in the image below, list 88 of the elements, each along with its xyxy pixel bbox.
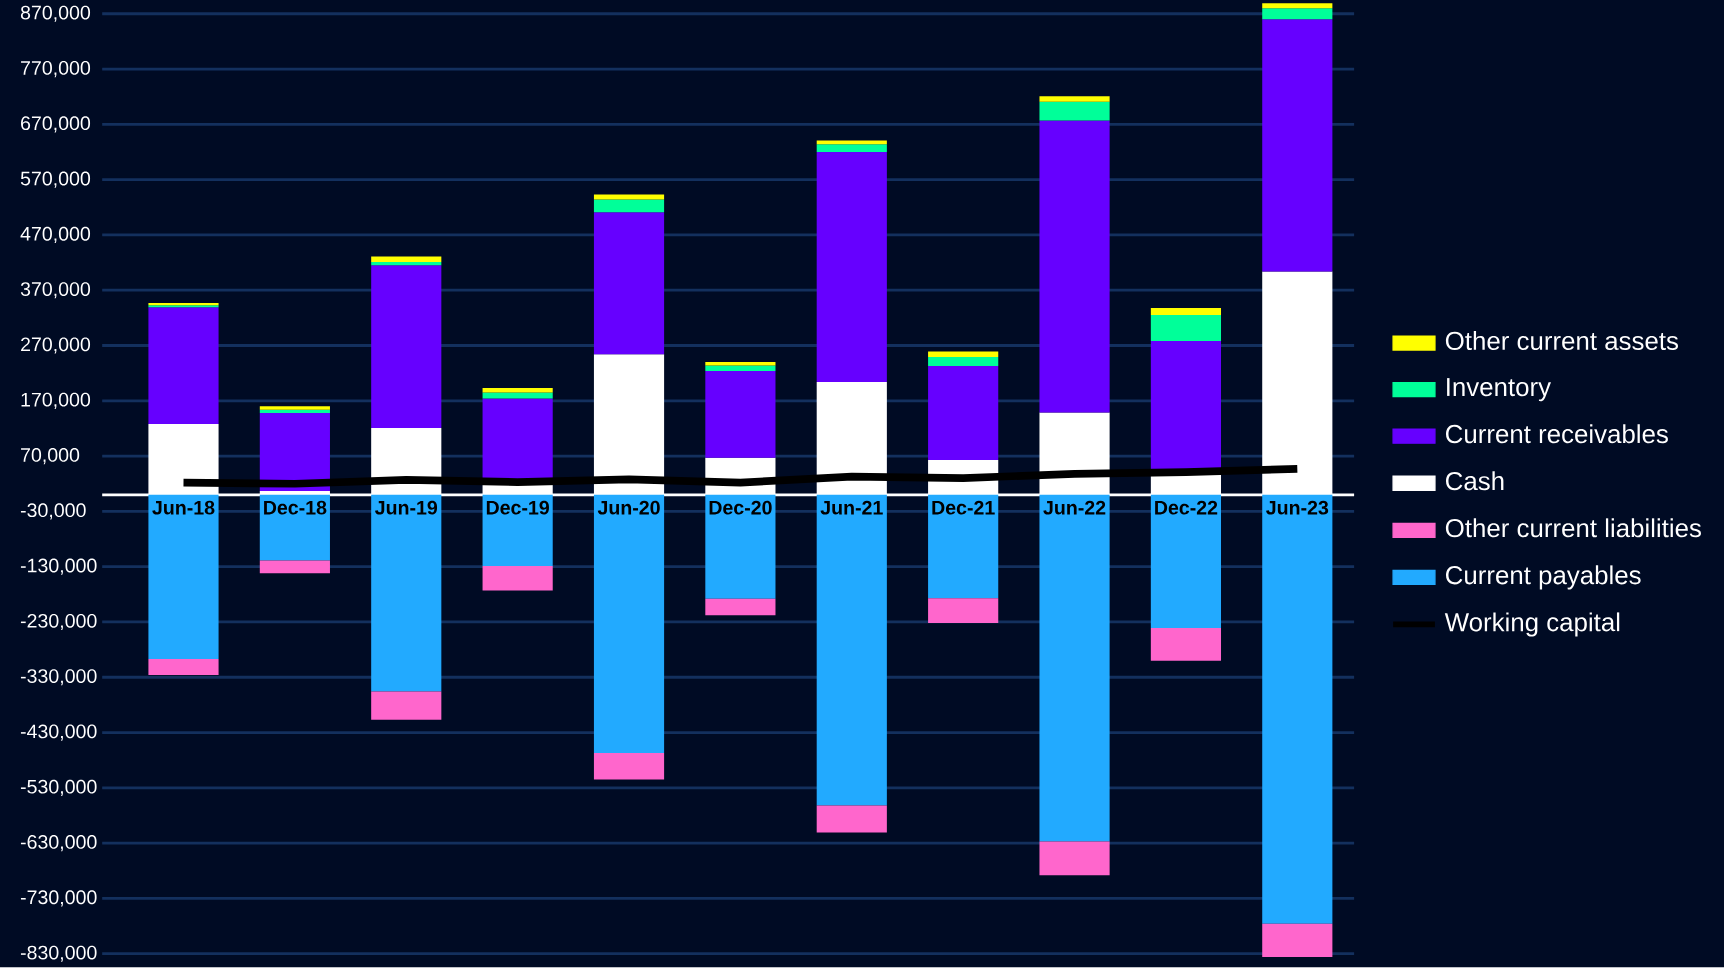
bar	[1039, 96, 1110, 102]
x-tick-label: Jun-20	[597, 500, 660, 515]
bar	[259, 409, 330, 414]
bar	[816, 495, 887, 806]
bar	[482, 392, 553, 399]
bar	[259, 413, 330, 492]
bar	[148, 659, 219, 676]
bar	[1150, 308, 1222, 316]
bar	[928, 351, 999, 358]
bar	[1150, 628, 1222, 661]
x-tick-label: Dec-21	[932, 500, 995, 515]
bar	[705, 598, 776, 616]
bar	[371, 256, 442, 263]
y-tick-label: -230,000	[20, 614, 97, 631]
y-tick-label: -130,000	[20, 558, 97, 575]
bar	[1150, 315, 1222, 342]
y-tick-label: 270,000	[21, 337, 91, 354]
legend-label: Other current assets	[1445, 331, 1679, 351]
bar	[371, 262, 442, 266]
bar	[928, 357, 999, 367]
x-tick-label: Dec-18	[264, 500, 327, 515]
bar	[705, 362, 776, 366]
bar	[928, 598, 999, 624]
bar	[593, 753, 665, 780]
bar	[593, 194, 665, 200]
bar	[259, 406, 330, 410]
x-tick-label: Jun-22	[1043, 500, 1106, 515]
y-tick-label: 470,000	[20, 227, 91, 244]
x-tick-label: Jun-21	[820, 500, 883, 515]
x-tick-label: Jun-18	[152, 500, 215, 515]
bar	[259, 495, 330, 561]
bar	[1039, 841, 1110, 876]
bar	[371, 265, 442, 429]
bar	[705, 371, 776, 458]
bar	[1150, 341, 1222, 471]
bar	[482, 388, 553, 393]
bar	[816, 805, 887, 833]
y-tick-label: -430,000	[20, 724, 97, 741]
bar	[593, 212, 665, 355]
bar	[371, 495, 442, 692]
x-tick-label: Jun-19	[374, 500, 438, 515]
bar	[816, 144, 887, 153]
y-tick-label: -630,000	[20, 835, 97, 852]
y-tick-label: 670,000	[21, 116, 91, 133]
bar	[1150, 495, 1222, 629]
legend-label: Working capital	[1444, 612, 1620, 637]
bar	[816, 152, 887, 383]
x-tick-label: Dec-22	[1155, 500, 1218, 515]
bar	[705, 365, 776, 372]
y-tick-label: 870,000	[20, 5, 91, 23]
x-tick-label: Dec-20	[709, 500, 772, 515]
bar	[928, 366, 999, 461]
y-tick-label: 370,000	[20, 282, 91, 299]
y-tick-label: 70,000	[21, 448, 80, 465]
bar	[1262, 8, 1333, 20]
y-tick-label: 570,000	[20, 171, 91, 188]
y-tick-label: -830,000	[20, 945, 97, 963]
bar	[593, 199, 665, 213]
bar	[1039, 495, 1110, 842]
x-tick-label: Jun-23	[1266, 500, 1329, 515]
bar	[482, 495, 553, 567]
legend-label: Other current liabilities	[1445, 518, 1701, 538]
bar	[928, 495, 999, 599]
legend-label: Current payables	[1446, 565, 1641, 590]
legend-label: Inventory	[1447, 378, 1551, 402]
bar	[371, 691, 442, 721]
bar	[1262, 3, 1333, 9]
bar	[1262, 495, 1333, 925]
bar	[705, 495, 776, 599]
y-tick-label: 170,000	[21, 392, 91, 410]
bar	[1039, 120, 1110, 413]
legend-label: Cash	[1446, 471, 1504, 491]
bar	[1039, 101, 1110, 121]
y-tick-label: 770,000	[21, 61, 91, 78]
y-tick-label: -330,000	[20, 669, 97, 686]
bar	[816, 140, 887, 145]
y-tick-label: -530,000	[20, 779, 97, 797]
bar	[148, 307, 219, 425]
bar	[1262, 924, 1333, 958]
legend-label: Current receivables	[1446, 424, 1668, 444]
x-tick-label: Dec-19	[486, 500, 549, 515]
bar	[148, 495, 219, 660]
bar	[259, 560, 330, 574]
y-tick-label: -30,000	[20, 503, 86, 520]
bar	[593, 495, 665, 754]
y-tick-label: -730,000	[20, 890, 97, 907]
bar	[1262, 19, 1333, 272]
bar	[482, 566, 553, 591]
